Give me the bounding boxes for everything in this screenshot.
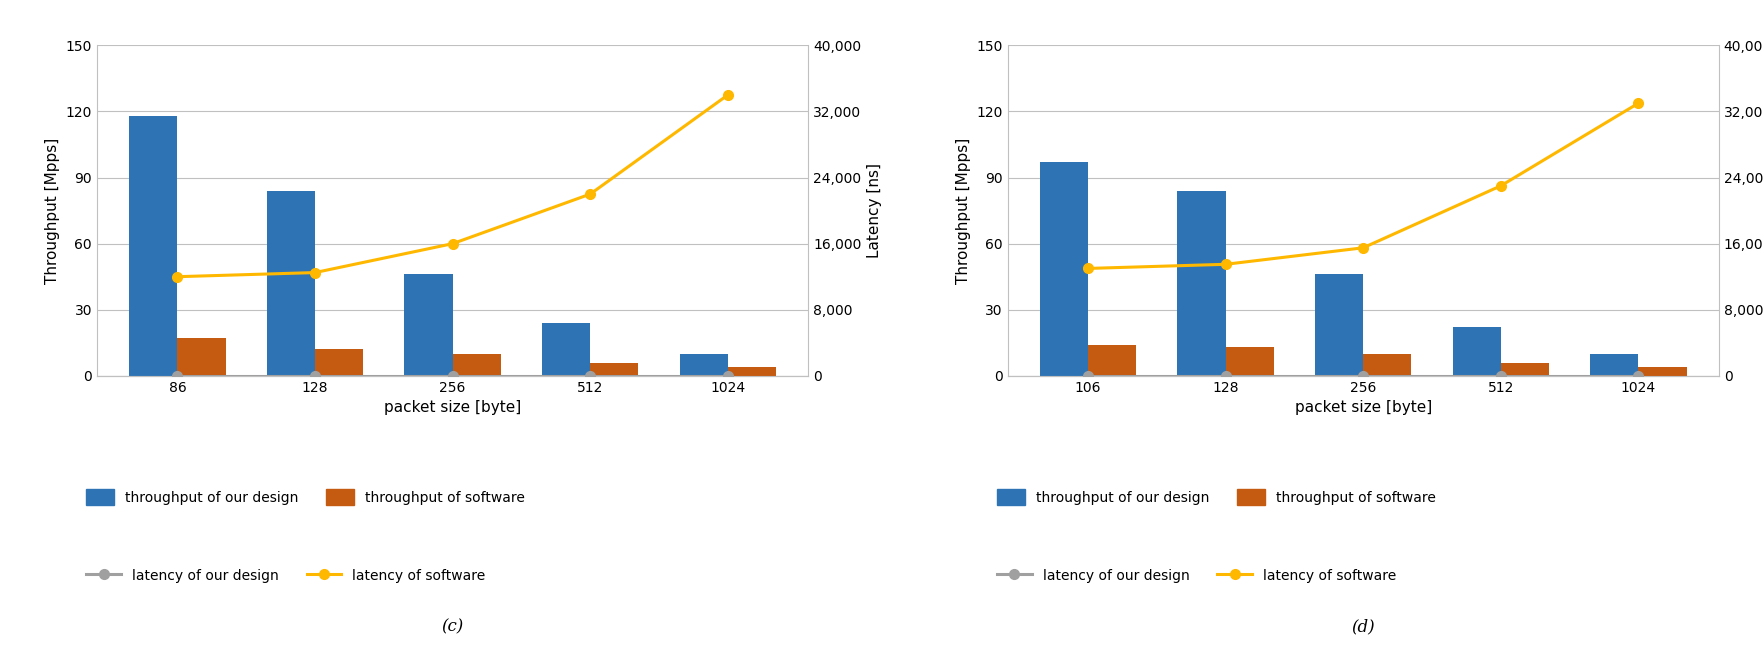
X-axis label: packet size [byte]: packet size [byte] <box>1294 400 1432 415</box>
Bar <box>541 323 591 376</box>
Bar <box>1638 367 1687 376</box>
X-axis label: packet size [byte]: packet size [byte] <box>384 400 522 415</box>
Bar <box>1040 162 1088 376</box>
Bar <box>129 116 178 376</box>
Legend: latency of our design, latency of software: latency of our design, latency of softwa… <box>996 569 1396 583</box>
Bar <box>453 354 501 376</box>
Bar <box>728 367 776 376</box>
Bar <box>178 338 226 376</box>
Bar <box>1500 363 1550 376</box>
Text: (c): (c) <box>441 618 464 635</box>
Bar <box>1225 347 1275 376</box>
Bar <box>681 354 728 376</box>
Bar <box>316 349 363 376</box>
Bar <box>1315 275 1363 376</box>
Bar <box>1363 354 1412 376</box>
Bar <box>591 363 638 376</box>
Y-axis label: Throughput [Mpps]: Throughput [Mpps] <box>956 137 971 284</box>
Legend: latency of our design, latency of software: latency of our design, latency of softwa… <box>86 569 487 583</box>
Bar <box>266 191 316 376</box>
Bar <box>1088 345 1135 376</box>
Y-axis label: Throughput [Mpps]: Throughput [Mpps] <box>46 137 60 284</box>
Bar <box>404 275 453 376</box>
Text: (d): (d) <box>1352 618 1375 635</box>
Legend: throughput of our design, throughput of software: throughput of our design, throughput of … <box>996 489 1435 505</box>
Bar <box>1590 354 1638 376</box>
Bar <box>1178 191 1225 376</box>
Bar <box>1453 327 1500 376</box>
Y-axis label: Latency [ns]: Latency [ns] <box>867 163 882 258</box>
Legend: throughput of our design, throughput of software: throughput of our design, throughput of … <box>86 489 525 505</box>
